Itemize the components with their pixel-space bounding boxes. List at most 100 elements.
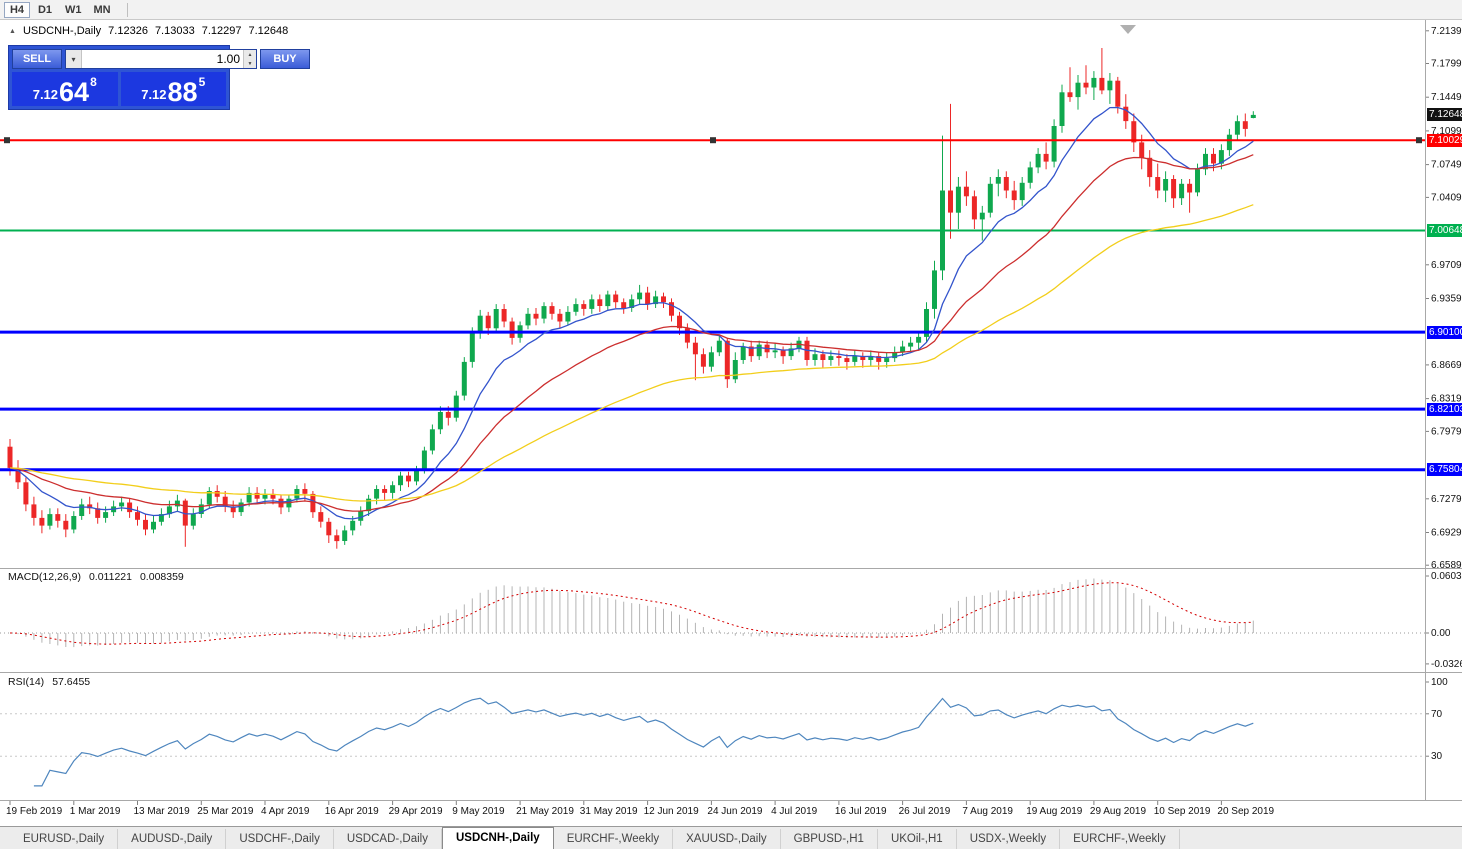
rsi-line xyxy=(33,697,1254,787)
volume-stepper: ▲ ▼ xyxy=(243,50,256,68)
tab-eurchf-weekly[interactable]: EURCHF-,Weekly xyxy=(554,829,674,849)
tab-eurchf-weekly-2[interactable]: EURCHF-,Weekly xyxy=(1060,829,1180,849)
tab-usdcad-daily[interactable]: USDCAD-,Daily xyxy=(334,829,442,849)
svg-text:6.97090: 6.97090 xyxy=(1431,260,1462,271)
macd-signal-line xyxy=(9,582,1254,645)
volume-dropdown-button[interactable]: ▾ xyxy=(66,50,82,68)
svg-text:100: 100 xyxy=(1431,677,1448,688)
ohlc-high-value: 7.13033 xyxy=(154,25,195,37)
chart-symbol-label: USDCNH-,Daily xyxy=(22,25,102,37)
svg-text:26 Jul 2019: 26 Jul 2019 xyxy=(899,806,951,817)
svg-text:29 Aug 2019: 29 Aug 2019 xyxy=(1090,806,1147,817)
svg-text:6.79790: 6.79790 xyxy=(1431,426,1462,437)
price-chart-canvas[interactable]: 7.21390 7.17990 7.14490 7.10990 7.07490 7.040… xyxy=(0,20,1462,826)
buy-price-display[interactable]: 7.12 88 5 xyxy=(120,72,226,108)
svg-text:70: 70 xyxy=(1431,709,1443,720)
svg-text:7.21390: 7.21390 xyxy=(1431,26,1462,37)
ohlc-low-value: 7.12297 xyxy=(201,25,242,37)
chart-title: ▲ USDCNH-,Daily 7.12326 7.13033 7.12297 … xyxy=(6,25,292,37)
macd-signal-value: 0.008359 xyxy=(139,571,184,583)
candlestick-chart-icon: ▲ xyxy=(9,27,16,35)
svg-text:25 Mar 2019: 25 Mar 2019 xyxy=(197,806,254,817)
tab-audusd-daily[interactable]: AUDUSD-,Daily xyxy=(118,829,227,849)
sell-price-pip-digit: 8 xyxy=(90,75,97,89)
svg-text:24 Jun 2019: 24 Jun 2019 xyxy=(707,806,762,817)
timeframe-w1-button[interactable]: W1 xyxy=(60,2,87,18)
timeframe-mn-button[interactable]: MN xyxy=(89,2,116,18)
sell-price-big-digits: 64 xyxy=(59,77,90,108)
price-level-badge[interactable]: 6.90100 xyxy=(1427,325,1462,339)
timeframe-d1-button[interactable]: D1 xyxy=(32,2,58,18)
svg-text:6.86690: 6.86690 xyxy=(1431,360,1462,371)
svg-text:4 Apr 2019: 4 Apr 2019 xyxy=(261,806,310,817)
svg-text:10 Sep 2019: 10 Sep 2019 xyxy=(1154,806,1211,817)
svg-text:7.10990: 7.10990 xyxy=(1431,126,1462,137)
buy-price-pip-digit: 5 xyxy=(198,75,206,89)
svg-text:16 Apr 2019: 16 Apr 2019 xyxy=(325,806,379,817)
chart-shift-marker[interactable] xyxy=(1120,25,1136,34)
svg-text:6.83190: 6.83190 xyxy=(1431,394,1462,405)
svg-text:7.04090: 7.04090 xyxy=(1431,192,1462,203)
ma-line-25 xyxy=(9,154,1254,512)
svg-text:7.07490: 7.07490 xyxy=(1431,160,1462,171)
line-handle[interactable] xyxy=(710,137,716,144)
price-level-badge[interactable]: 6.75804 xyxy=(1427,463,1462,477)
svg-text:6.93590: 6.93590 xyxy=(1431,294,1462,305)
svg-text:0.00: 0.00 xyxy=(1431,628,1451,639)
svg-text:20 Sep 2019: 20 Sep 2019 xyxy=(1217,806,1274,817)
svg-text:29 Apr 2019: 29 Apr 2019 xyxy=(389,806,443,817)
svg-text:21 May 2019: 21 May 2019 xyxy=(516,806,574,817)
svg-text:19 Feb 2019: 19 Feb 2019 xyxy=(6,806,63,817)
macd-name: MACD(12,26,9) xyxy=(8,571,81,583)
volume-increase-button[interactable]: ▲ xyxy=(243,50,256,59)
ohlc-open-value: 7.12326 xyxy=(108,25,148,37)
ma-line-10 xyxy=(9,106,1254,520)
tab-usdcnh-daily[interactable]: USDCNH-,Daily xyxy=(441,827,554,849)
buy-button[interactable]: BUY xyxy=(260,49,310,69)
sell-price-display[interactable]: 7.12 64 8 xyxy=(12,72,118,106)
tab-usdchf-daily[interactable]: USDCHF-,Daily xyxy=(226,829,334,849)
chart-tab-bar: EURUSD-,Daily AUDUSD-,Daily USDCHF-,Dail… xyxy=(0,826,1462,849)
svg-text:31 May 2019: 31 May 2019 xyxy=(580,806,638,817)
chevron-down-icon: ▾ xyxy=(71,54,76,64)
svg-text:6.72790: 6.72790 xyxy=(1431,494,1462,505)
volume-input[interactable] xyxy=(82,50,243,68)
ma-line-60 xyxy=(9,204,1254,502)
chart-window[interactable]: 7.21390 7.17990 7.14490 7.10990 7.07490 7.040… xyxy=(0,20,1462,826)
svg-text:7 Aug 2019: 7 Aug 2019 xyxy=(962,806,1013,817)
tab-gbpusd-h1[interactable]: GBPUSD-,H1 xyxy=(781,829,878,849)
price-level-badge[interactable]: 7.00648 xyxy=(1427,224,1462,237)
last-price-badge[interactable]: 7.12648 xyxy=(1427,108,1462,122)
macd-histogram xyxy=(17,578,1254,648)
svg-text:6.69290: 6.69290 xyxy=(1431,528,1462,539)
ohlc-close-value: 7.12648 xyxy=(248,25,289,37)
line-handle[interactable] xyxy=(4,137,10,144)
tab-usdx-weekly[interactable]: USDX-,Weekly xyxy=(957,829,1061,849)
line-handle[interactable] xyxy=(1416,137,1422,144)
rsi-value: 57.6455 xyxy=(52,676,91,688)
svg-text:7.14490: 7.14490 xyxy=(1431,92,1462,103)
tab-xauusd-daily[interactable]: XAUUSD-,Daily xyxy=(673,829,781,849)
macd-main-value: 0.011221 xyxy=(88,571,132,583)
svg-text:19 Aug 2019: 19 Aug 2019 xyxy=(1026,806,1083,817)
svg-text:4 Jul 2019: 4 Jul 2019 xyxy=(771,806,818,817)
svg-text:-0.032648: -0.032648 xyxy=(1431,659,1462,670)
price-level-badge[interactable]: 6.82103 xyxy=(1427,402,1462,416)
svg-text:13 Mar 2019: 13 Mar 2019 xyxy=(134,806,191,817)
timeframe-h4-button[interactable]: H4 xyxy=(4,1,30,18)
timeframe-toolbar: H4 D1 W1 MN xyxy=(0,0,1462,20)
svg-text:30: 30 xyxy=(1431,751,1443,762)
svg-text:7.17990: 7.17990 xyxy=(1431,59,1462,70)
sell-button[interactable]: SELL xyxy=(12,49,62,69)
volume-decrease-button[interactable]: ▼ xyxy=(243,59,256,68)
tab-ukoil-h1[interactable]: UKOil-,H1 xyxy=(878,829,957,849)
svg-text:16 Jul 2019: 16 Jul 2019 xyxy=(835,806,887,817)
sell-price-prefix: 7.12 xyxy=(32,87,59,102)
price-level-badge[interactable]: 7.10029 xyxy=(1427,133,1462,147)
svg-text:9 May 2019: 9 May 2019 xyxy=(452,806,505,817)
buy-price-big-digits: 88 xyxy=(167,77,198,108)
tab-eurusd-daily[interactable]: EURUSD-,Daily xyxy=(10,829,119,849)
